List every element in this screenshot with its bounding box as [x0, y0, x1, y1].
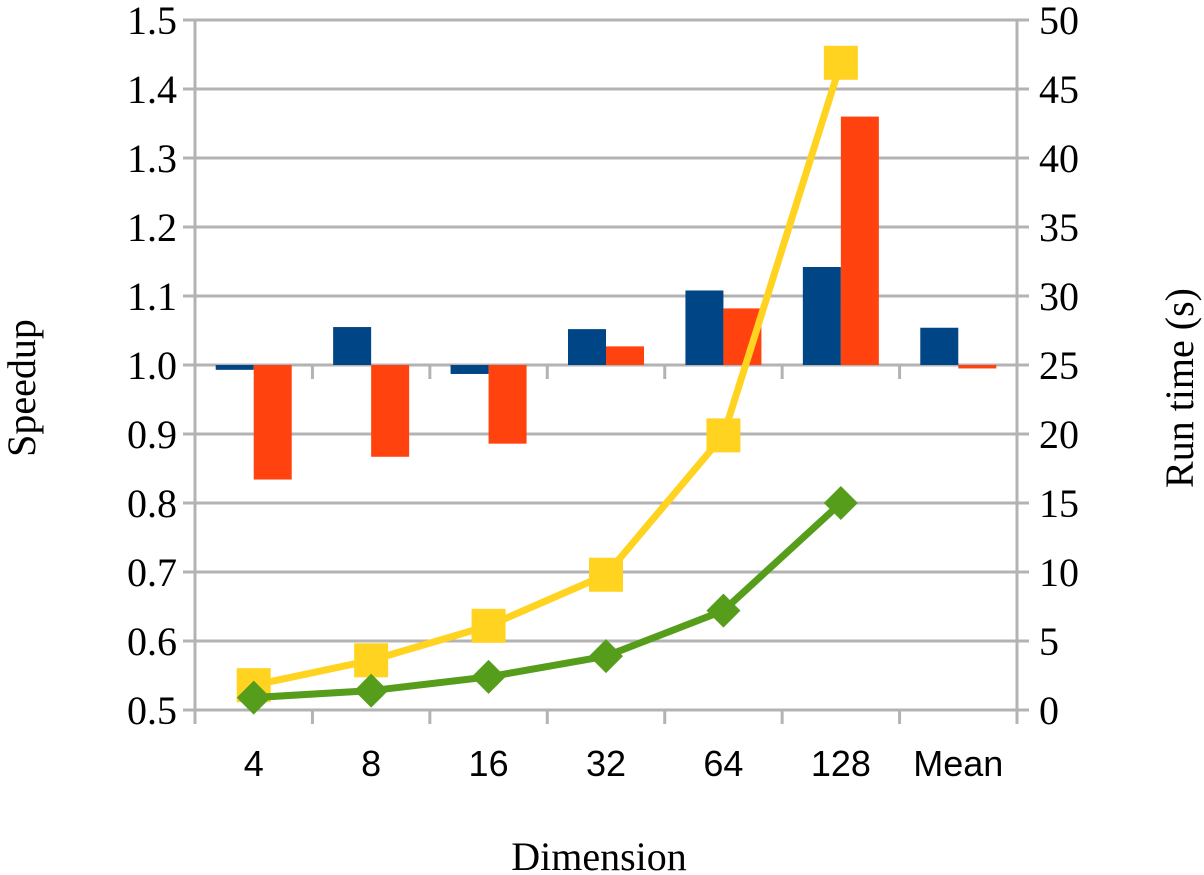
x-tick-label: 16: [469, 743, 509, 784]
y2-axis-title: Run time (s): [1157, 288, 1202, 488]
point-series-2-8: [354, 673, 389, 708]
y-tick-label: 1.2: [127, 205, 177, 250]
y2-tick-label: 15: [1039, 481, 1079, 526]
x-tick-label: Mean: [913, 743, 1003, 784]
y2-tick-label: 5: [1039, 619, 1059, 664]
x-axis-title: Dimension: [511, 834, 687, 875]
bar-series-2-4: [253, 365, 292, 480]
bar-series-2-128: [840, 116, 879, 365]
point-series-1-32: [589, 557, 623, 592]
point-series-1-16: [471, 608, 506, 643]
bar-series-1-32: [568, 329, 606, 365]
point-series-2-128: [823, 486, 858, 520]
y-tick-label: 1.5: [127, 0, 177, 43]
y2-tick-label: 35: [1039, 205, 1079, 250]
bar-series-1-16: [450, 365, 489, 374]
y2-tick-label: 40: [1039, 136, 1079, 181]
x-tick-label: 128: [811, 743, 871, 784]
x-tick-label: 8: [361, 743, 381, 784]
line-series-1: [252, 61, 845, 689]
bars: [215, 116, 997, 480]
point-series-2-64: [706, 593, 741, 628]
y-tick-label: 0.5: [127, 688, 177, 733]
bar-series-2-32: [606, 346, 644, 365]
bar-series-2-16: [488, 365, 527, 444]
bar-series-1-128: [802, 267, 841, 365]
point-series-2-4: [236, 680, 271, 715]
y2-tick-label: 20: [1039, 412, 1079, 457]
bar-series-1-4: [215, 365, 254, 370]
bar-series-1-8: [333, 327, 372, 365]
x-tick-label: 64: [703, 743, 743, 784]
point-series-1-128: [823, 45, 858, 80]
x-tick-label: 32: [586, 743, 626, 784]
tick-labels: 0.5 0.6 0.7 0.8 0.9 1.0 1.1 1.2 1.3 1.4 1.5 0 5 10 15 2…: [127, 0, 1079, 784]
bar-series-2-Mean: [958, 365, 997, 369]
point-series-2-16: [471, 659, 506, 694]
line-series-2: [253, 500, 844, 702]
y2-tick-label: 25: [1039, 343, 1079, 388]
bar-series-1-64: [685, 290, 724, 365]
y2-tick-label: 0: [1039, 688, 1059, 733]
bar-series-1-Mean: [920, 327, 959, 365]
y-tick-label: 1.3: [127, 136, 177, 181]
y2-tick-label: 30: [1039, 274, 1079, 319]
point-series-1-8: [354, 643, 389, 678]
y-tick-label: 0.7: [127, 550, 177, 595]
bar-series-2-8: [371, 365, 410, 457]
y2-tick-label: 45: [1039, 67, 1079, 112]
axes: [183, 18, 1029, 724]
x-tick-label: 4: [244, 743, 264, 784]
y-tick-label: 1.4: [127, 67, 177, 112]
y-tick-label: 1.1: [127, 274, 177, 319]
lines: [236, 45, 858, 715]
y-tick-label: 0.8: [127, 481, 177, 526]
y-tick-label: 0.9: [127, 412, 177, 457]
y-tick-label: 0.6: [127, 619, 177, 664]
y-axis-title: Speedup: [0, 319, 44, 457]
point-series-2-32: [589, 639, 623, 674]
point-series-1-64: [706, 418, 741, 453]
y-tick-label: 1.0: [127, 343, 177, 388]
y2-tick-label: 50: [1039, 0, 1079, 43]
y2-tick-label: 10: [1039, 550, 1079, 595]
